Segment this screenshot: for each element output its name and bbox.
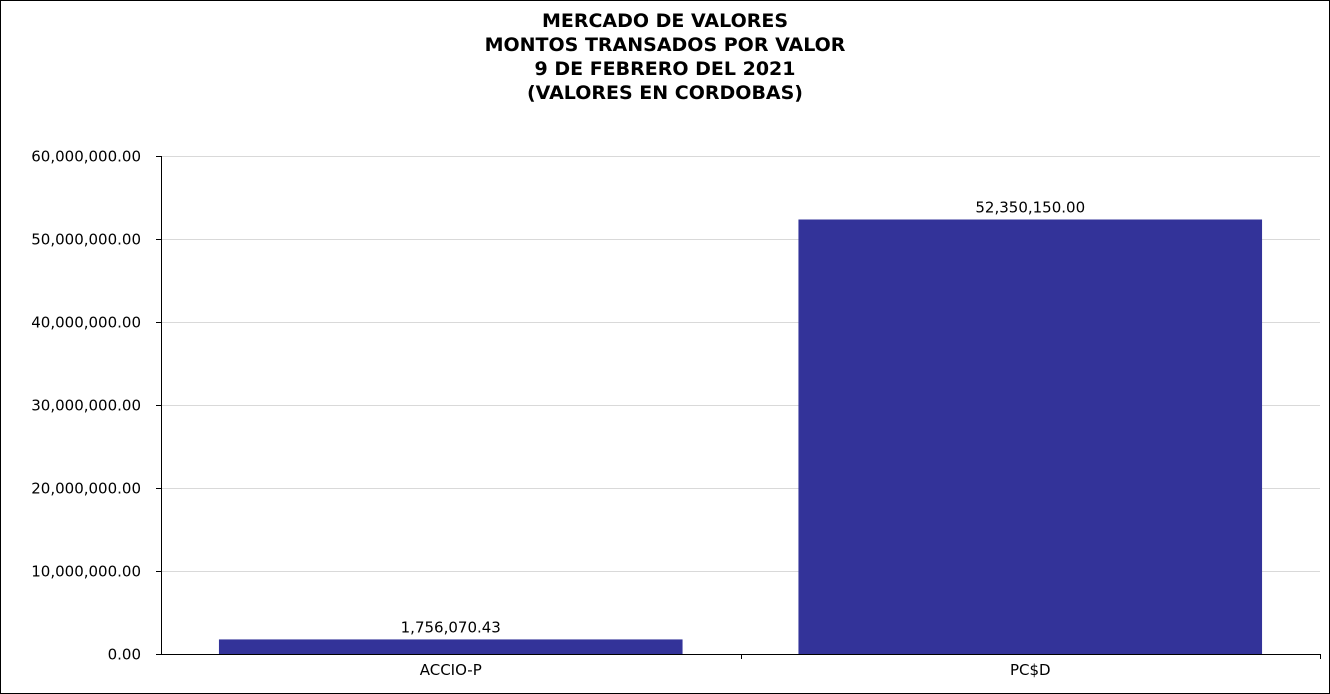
y-tick-label: 10,000,000.00 bbox=[31, 563, 141, 581]
y-tick-label: 30,000,000.00 bbox=[31, 397, 141, 415]
bar-data-label: 52,350,150.00 bbox=[975, 198, 1085, 216]
x-tick-label: ACCIO-P bbox=[420, 661, 482, 679]
bar-data-label: 1,756,070.43 bbox=[401, 618, 501, 636]
x-tick-label: PC$D bbox=[1010, 661, 1051, 679]
y-tick-label: 20,000,000.00 bbox=[31, 480, 141, 498]
bar bbox=[798, 219, 1263, 654]
y-tick-label: 60,000,000.00 bbox=[31, 148, 141, 166]
bar bbox=[218, 639, 683, 654]
chart-title-line-2: MONTOS TRANSADOS POR VALOR bbox=[484, 34, 846, 56]
chart-title-line-4: (VALORES EN CORDOBAS) bbox=[527, 82, 803, 104]
y-tick-label: 0.00 bbox=[108, 646, 141, 664]
y-tick-label: 50,000,000.00 bbox=[31, 231, 141, 249]
y-tick-label: 40,000,000.00 bbox=[31, 314, 141, 332]
chart-title-line-3: 9 DE FEBRERO DEL 2021 bbox=[534, 58, 796, 80]
chart-title-line-1: MERCADO DE VALORES bbox=[541, 10, 789, 32]
chart-title: MERCADO DE VALORES MONTOS TRANSADOS POR … bbox=[1, 9, 1329, 105]
